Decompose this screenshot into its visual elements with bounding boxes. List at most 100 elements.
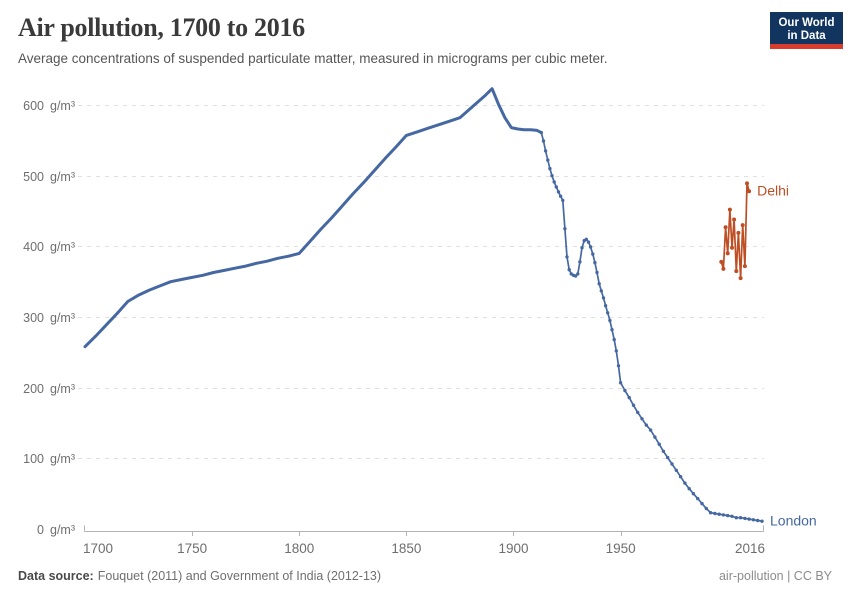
series-marker-london: [591, 252, 595, 256]
series-marker-london: [687, 487, 691, 491]
x-tick-label-1900: 1900: [498, 541, 528, 556]
series-marker-london: [756, 518, 760, 523]
series-marker-london: [567, 268, 571, 272]
x-tick-label-2016: 2016: [735, 541, 765, 556]
owid-logo-line1: Our World: [778, 17, 835, 29]
y-tick-unit: g/m³: [50, 452, 75, 466]
owid-logo-line2: in Data: [787, 30, 826, 42]
series-marker-london: [543, 149, 548, 153]
series-marker-london: [738, 516, 743, 520]
series-marker-london: [713, 511, 717, 516]
series-marker-delhi: [734, 269, 739, 274]
series-marker-london: [554, 185, 558, 189]
series-marker-london: [586, 240, 591, 244]
y-tick-value-500: 500: [23, 170, 44, 184]
series-marker-london: [614, 349, 618, 353]
series-marker-london: [691, 492, 696, 496]
series-marker-london: [747, 517, 751, 521]
series-marker-london: [674, 468, 678, 472]
series-marker-delhi: [719, 259, 724, 264]
series-marker-london: [601, 296, 606, 300]
y-tick-value-200: 200: [23, 382, 44, 396]
series-marker-london: [599, 289, 603, 293]
series-marker-london: [760, 519, 764, 523]
y-tick-value-100: 100: [23, 452, 44, 466]
series-marker-london: [636, 410, 640, 415]
series-marker-london: [661, 449, 666, 453]
series-marker-london: [631, 403, 636, 407]
series-marker-london: [618, 381, 623, 385]
series-marker-delhi: [723, 225, 728, 230]
series-marker-london: [670, 462, 674, 466]
series-marker-delhi: [725, 251, 730, 256]
series-marker-london: [546, 158, 550, 162]
series-marker-london: [580, 246, 584, 250]
series-marker-london: [608, 318, 612, 323]
data-source-label: Data source:: [18, 569, 94, 583]
series-marker-london: [556, 190, 561, 194]
series-marker-london: [627, 395, 631, 400]
x-tick-label-1800: 1800: [284, 541, 314, 556]
series-marker-london: [612, 337, 616, 342]
data-source: Data source: Fouquet (2011) and Governmen…: [18, 569, 381, 583]
owid-logo[interactable]: Our World in Data: [770, 12, 843, 49]
series-marker-london: [558, 194, 563, 198]
x-tick-label-1950: 1950: [606, 541, 636, 556]
series-marker-london: [683, 481, 687, 485]
y-tick-unit: g/m³: [50, 170, 75, 184]
y-tick-unit: g/m³: [50, 311, 75, 325]
series-marker-london: [657, 442, 661, 446]
y-tick-unit: g/m³: [50, 240, 75, 254]
series-marker-delhi: [721, 266, 726, 271]
series-marker-london: [610, 328, 614, 332]
series-marker-delhi: [736, 230, 741, 235]
series-marker-london: [734, 516, 738, 520]
y-tick-unit: g/m³: [50, 382, 75, 396]
series-marker-delhi: [745, 181, 749, 186]
series-marker-delhi: [738, 276, 743, 281]
x-tick-label-1850: 1850: [391, 541, 421, 556]
series-marker-london: [717, 512, 721, 516]
series-label-london[interactable]: London: [770, 513, 817, 529]
data-source-text: Fouquet (2011) and Government of India (…: [97, 569, 382, 583]
series-marker-delhi: [732, 217, 737, 222]
series-marker-london: [721, 513, 726, 517]
series-marker-delhi: [742, 264, 747, 269]
series-marker-london: [595, 270, 599, 275]
y-tick-value-400: 400: [23, 240, 44, 254]
series-marker-london: [561, 198, 565, 203]
y-tick-value-300: 300: [23, 311, 44, 325]
series-marker-london: [588, 245, 593, 249]
series-marker-london: [751, 518, 756, 522]
series-marker-london: [606, 311, 610, 315]
series-marker-london: [704, 506, 708, 511]
series-marker-london: [541, 139, 546, 143]
series-marker-london: [726, 513, 730, 518]
chart-subtitle: Average concentrations of suspended part…: [18, 51, 608, 66]
series-line-delhi[interactable]: [720, 182, 750, 279]
series-marker-delhi: [747, 189, 752, 194]
series-marker-london: [552, 180, 556, 184]
series-marker-london: [597, 282, 601, 286]
series-marker-london: [548, 166, 552, 171]
series-marker-london: [539, 130, 543, 135]
series-marker-london: [576, 272, 580, 276]
series-marker-london: [648, 428, 653, 432]
series-marker-london: [640, 417, 644, 421]
series-marker-london: [644, 423, 648, 427]
series-marker-london: [696, 496, 700, 501]
y-tick-value-0: 0: [37, 523, 44, 537]
series-marker-london: [550, 174, 554, 178]
series-marker-london: [565, 255, 569, 259]
series-marker-delhi: [740, 223, 745, 228]
series-line-london[interactable]: [540, 132, 763, 523]
x-tick-label-1750: 1750: [177, 541, 207, 556]
series-marker-delhi: [727, 207, 732, 212]
series-marker-london: [708, 511, 713, 515]
series-line-london-early[interactable]: [83, 87, 543, 349]
series-label-delhi[interactable]: Delhi: [757, 183, 789, 199]
y-tick-unit: g/m³: [50, 99, 75, 113]
series-marker-london: [616, 364, 621, 368]
series-marker-london: [623, 388, 627, 393]
